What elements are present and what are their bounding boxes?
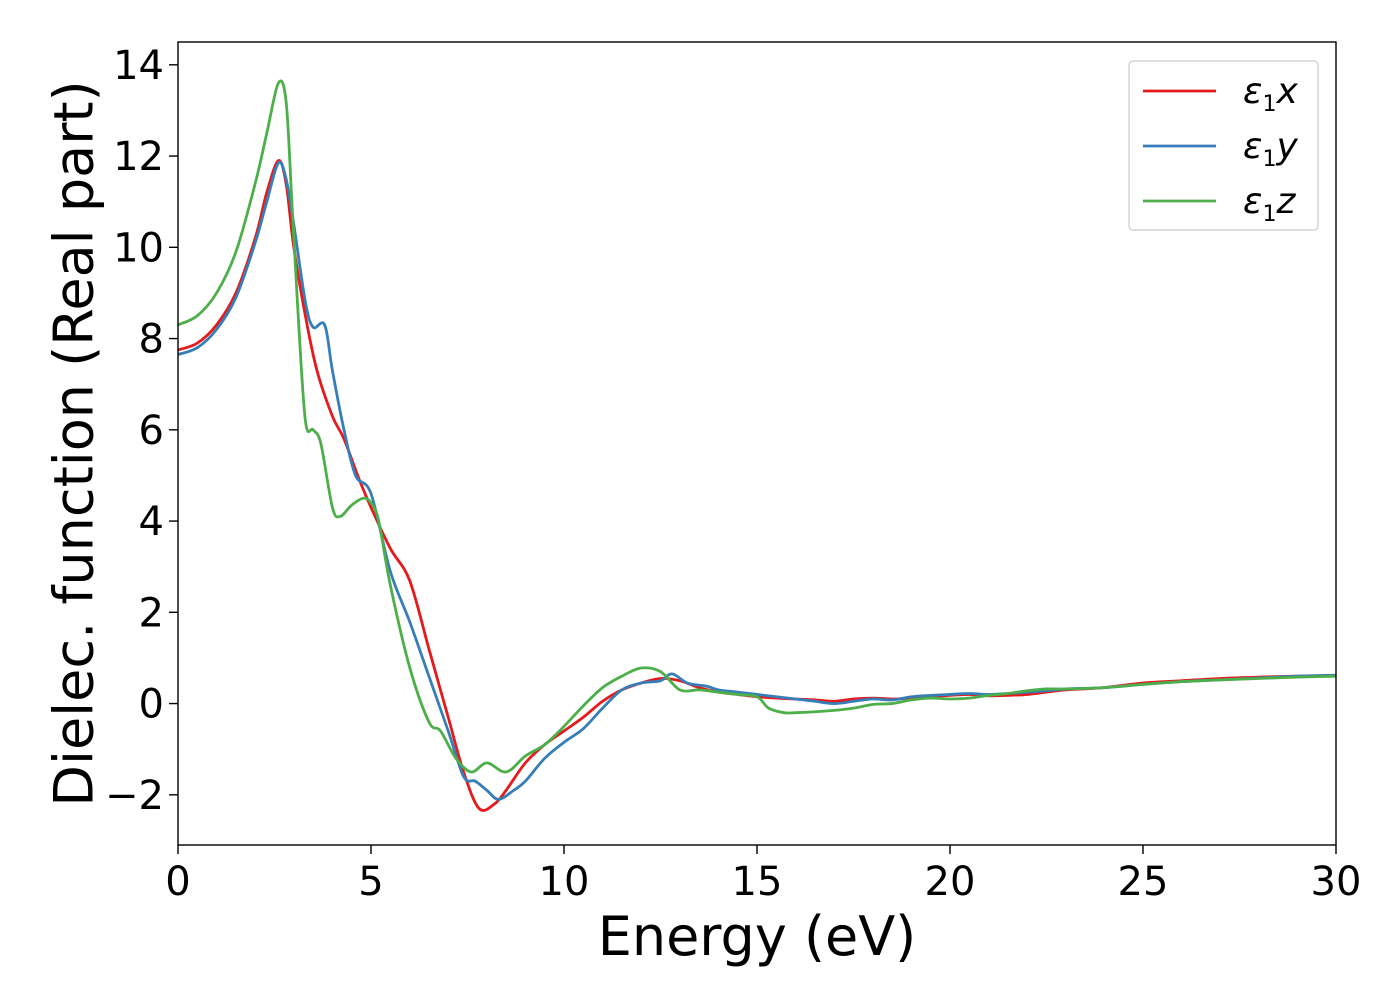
x-tick-label: 30 xyxy=(1311,859,1362,905)
y-tick-label: 14 xyxy=(113,43,164,89)
legend-items: ε1x ε1y ε1z xyxy=(1143,71,1298,227)
legend-label: ε1y xyxy=(1243,126,1298,172)
y-tick-label: 12 xyxy=(113,134,164,180)
legend-item-y: ε1y xyxy=(1143,126,1298,172)
y-tick-label: 6 xyxy=(139,408,164,454)
x-tick-label: 0 xyxy=(165,859,190,905)
x-tick-label: 15 xyxy=(732,859,783,905)
legend-label: ε1z xyxy=(1243,181,1296,227)
x-axis-ticks: 0 5 10 15 20 25 30 xyxy=(165,845,1361,905)
y-tick-label: 4 xyxy=(139,499,164,545)
y-tick-label: 0 xyxy=(139,682,164,728)
legend-box xyxy=(1128,60,1319,231)
y-axis-ticks: −2 0 2 4 6 8 10 12 14 xyxy=(105,43,178,819)
y-axis-label: Dielec. function (Real part) xyxy=(43,80,106,806)
y-tick-label: 2 xyxy=(139,590,164,636)
legend-item-z: ε1z xyxy=(1143,181,1296,227)
x-axis-label: Energy (eV) xyxy=(598,905,917,968)
legend-item-x: ε1x xyxy=(1143,71,1298,117)
legend-label: ε1x xyxy=(1243,71,1298,117)
x-tick-label: 25 xyxy=(1118,859,1169,905)
legend: ε1x ε1y ε1z xyxy=(1128,60,1319,231)
series-layer xyxy=(178,79,1336,812)
x-tick-label: 10 xyxy=(539,859,590,905)
y-tick-label: 10 xyxy=(113,225,164,271)
x-tick-label: 5 xyxy=(358,859,383,905)
y-tick-label: 8 xyxy=(139,317,164,363)
series-line-z xyxy=(178,79,1336,774)
x-tick-label: 20 xyxy=(925,859,976,905)
y-tick-label: −2 xyxy=(105,773,164,819)
